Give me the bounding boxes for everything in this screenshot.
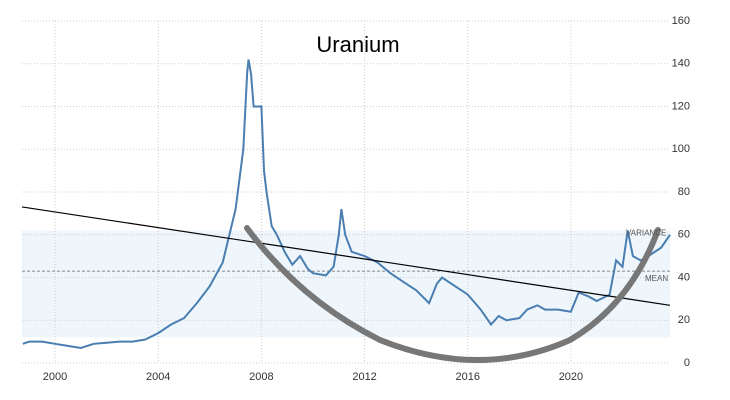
variance-label: VARIANCE — [626, 229, 666, 238]
arc-annotation — [244, 225, 661, 363]
y-tick-label: 0 — [684, 357, 690, 369]
y-tick-label: 160 — [672, 15, 690, 27]
trend-line — [21, 206, 671, 306]
mean-label: MEAN — [645, 274, 668, 283]
x-tick-label: 2012 — [352, 371, 376, 383]
y-tick-label: 140 — [672, 58, 690, 70]
y-tick-label: 40 — [678, 271, 690, 283]
x-tick-label: 2004 — [146, 371, 170, 383]
y-tick-label: 100 — [672, 143, 690, 155]
y-tick-label: 120 — [672, 100, 690, 112]
x-tick-label: 2016 — [456, 371, 480, 383]
y-tick-label: 20 — [678, 314, 690, 326]
x-tick-label: 2000 — [43, 371, 67, 383]
x-tick-label: 2020 — [559, 371, 583, 383]
y-tick-label: 60 — [678, 229, 690, 241]
price-line — [22, 59, 671, 350]
chart-title: Uranium — [316, 32, 399, 57]
x-tick-label: 2008 — [249, 371, 273, 383]
y-tick-label: 80 — [678, 186, 690, 198]
